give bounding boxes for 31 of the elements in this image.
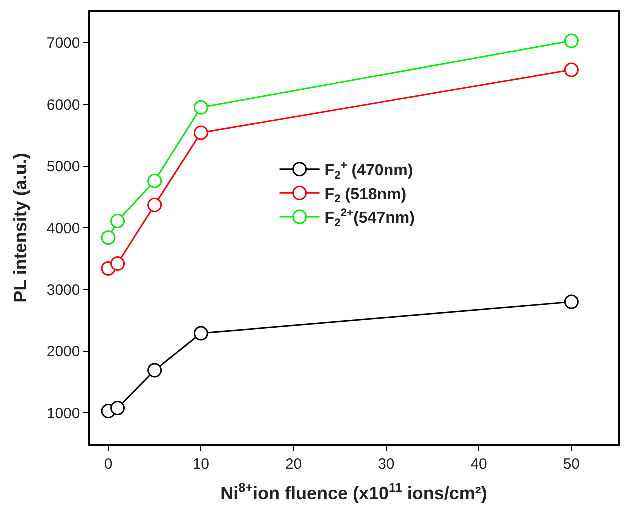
- x-axis-title: Ni$^{8+}$ion fluence (x10$^{11}$ ions/cm²): [220, 480, 488, 504]
- y-tick-label: 3000: [46, 282, 80, 299]
- y-tick-label: 6000: [46, 96, 80, 114]
- point: [148, 198, 162, 212]
- legend-label: F$_{2}$$^{+}$ (470nm): [324, 160, 414, 182]
- point: [110, 256, 126, 272]
- point: [110, 400, 126, 416]
- x-tick-label: 0: [104, 456, 113, 473]
- legend-label: F$_{2}$ (518nm): [324, 186, 407, 206]
- x-tick-label: 10: [192, 456, 210, 473]
- point: [564, 62, 579, 78]
- y-tick-label: 2000: [46, 344, 80, 361]
- y-tick-label: 4000: [46, 220, 80, 238]
- y-tick-label: 5000: [46, 158, 80, 176]
- point: [194, 326, 208, 341]
- point: [564, 294, 579, 310]
- x-tick-label: 50: [563, 456, 580, 473]
- point: [194, 126, 208, 140]
- x-tick-label: 40: [470, 456, 488, 473]
- x-tick-label: 20: [285, 456, 302, 473]
- legend-label: F$_{2}$$^{2+}$(547nm): [324, 207, 415, 230]
- point: [110, 214, 126, 228]
- y-tick-label: 7000: [46, 35, 80, 52]
- point: [194, 100, 208, 115]
- point: [148, 363, 162, 378]
- x-tick-label: 30: [378, 456, 395, 473]
- y-axis-title: PL intensity (a.u.): [10, 153, 31, 303]
- y-tick-label: 1000: [46, 405, 80, 422]
- point: [148, 174, 162, 188]
- point: [564, 34, 579, 48]
- point: [101, 230, 116, 246]
